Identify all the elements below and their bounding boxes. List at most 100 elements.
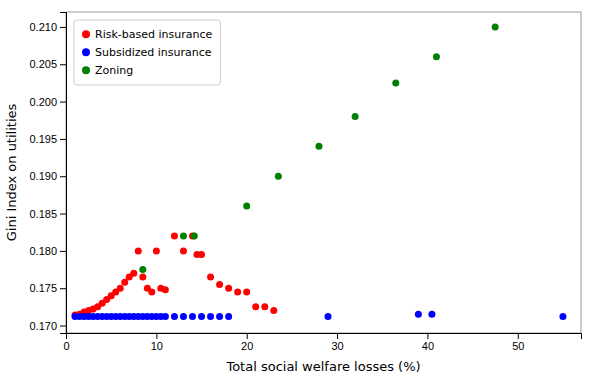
x-tick-label: 50: [512, 340, 524, 352]
point: [135, 247, 142, 254]
point: [492, 23, 499, 30]
y-tick-label: 0.185: [29, 208, 57, 220]
y-axis: 0.170 0.175 0.180 0.185 0.190 0.195 0.200 0.205…: [29, 13, 66, 334]
legend-box: [74, 20, 220, 85]
chart: 0 10 20 30 40 50 0.170 0.175 0.180 0.185 0.190 0.19…: [0, 0, 597, 379]
plot-frame: [66, 12, 581, 333]
point: [117, 285, 124, 292]
y-tick: 0.190: [29, 170, 66, 182]
legend-swatch: [82, 48, 90, 56]
x-tick-mark: [156, 333, 157, 339]
point: [148, 288, 155, 295]
y-tick-label: 0.170: [29, 320, 57, 332]
x-tick-label: 10: [151, 340, 163, 352]
point: [162, 313, 169, 320]
y-tick: 0.180: [29, 245, 66, 257]
x-tick: 40: [422, 333, 434, 352]
y-tick: 0.170: [29, 320, 66, 332]
legend-swatch: [82, 30, 90, 38]
x-tick: 0: [63, 333, 69, 352]
point: [198, 313, 205, 320]
legend-item: Zoning: [82, 64, 133, 77]
y-tick-mark: [60, 27, 66, 28]
point: [428, 311, 435, 318]
point: [180, 247, 187, 254]
point: [139, 266, 146, 273]
x-tick: 20: [241, 333, 253, 352]
x-axis-line: [67, 334, 582, 340]
point: [352, 113, 359, 120]
y-tick-mark: [60, 64, 66, 65]
series: [72, 232, 278, 318]
point: [216, 281, 223, 288]
x-tick-label: 40: [422, 340, 434, 352]
point: [392, 79, 399, 86]
y-tick: 0.185: [29, 208, 66, 220]
y-tick-mark: [60, 288, 66, 289]
legend-label: Subsidized insurance: [95, 46, 212, 59]
point: [207, 313, 214, 320]
x-axis: 0 10 20 30 40 50: [63, 333, 581, 352]
y-tick: 0.200: [29, 96, 66, 108]
x-tick-mark: [427, 333, 428, 339]
point: [243, 203, 250, 210]
x-tick-label: 30: [331, 340, 343, 352]
point: [198, 251, 205, 258]
y-tick: 0.205: [29, 58, 66, 70]
y-tick-label: 0.205: [29, 58, 57, 70]
point: [325, 313, 332, 320]
y-axis-title: Gini Index on utilities: [4, 103, 19, 241]
legend-item: Risk-based insurance: [82, 28, 212, 41]
y-tick-label: 0.190: [29, 170, 57, 182]
point: [162, 286, 169, 293]
y-tick-label: 0.180: [29, 245, 57, 257]
point: [415, 311, 422, 318]
point: [207, 274, 214, 281]
legend-label: Zoning: [95, 64, 133, 77]
point: [153, 247, 160, 254]
y-tick: 0.210: [29, 21, 66, 33]
point: [234, 288, 241, 295]
point: [189, 313, 196, 320]
series: [72, 311, 567, 320]
point: [261, 303, 268, 310]
x-tick-mark: [247, 333, 248, 339]
x-tick-label: 0: [63, 340, 69, 352]
x-tick-label: 20: [241, 340, 253, 352]
legend: Risk-based insurance Subsidized insurance…: [74, 20, 220, 85]
point: [180, 232, 187, 239]
point: [130, 270, 137, 277]
point: [559, 313, 566, 320]
legend-label: Risk-based insurance: [95, 28, 212, 41]
y-tick-label: 0.200: [29, 96, 57, 108]
y-axis-line: [60, 13, 67, 334]
y-tick-mark: [60, 326, 66, 327]
y-tick-mark: [60, 102, 66, 103]
point: [315, 143, 322, 150]
x-tick: 10: [151, 333, 163, 352]
point: [225, 285, 232, 292]
point: [191, 232, 198, 239]
point: [171, 232, 178, 239]
point: [243, 288, 250, 295]
x-tick: 30: [331, 333, 343, 352]
y-tick: 0.175: [29, 282, 66, 294]
point: [171, 313, 178, 320]
y-tick-label: 0.175: [29, 282, 57, 294]
y-tick-mark: [60, 176, 66, 177]
legend-swatch: [82, 66, 90, 74]
point: [225, 313, 232, 320]
x-tick: 50: [512, 333, 524, 352]
y-tick-mark: [60, 251, 66, 252]
y-tick-label: 0.210: [29, 21, 57, 33]
point: [433, 53, 440, 60]
y-tick-label: 0.195: [29, 133, 57, 145]
y-tick-mark: [60, 214, 66, 215]
y-tick-mark: [60, 139, 66, 140]
point: [180, 313, 187, 320]
point: [270, 307, 277, 314]
x-tick-mark: [337, 333, 338, 339]
point: [139, 274, 146, 281]
x-axis-title: Total social welfare losses (%): [225, 359, 420, 374]
y-tick: 0.195: [29, 133, 66, 145]
